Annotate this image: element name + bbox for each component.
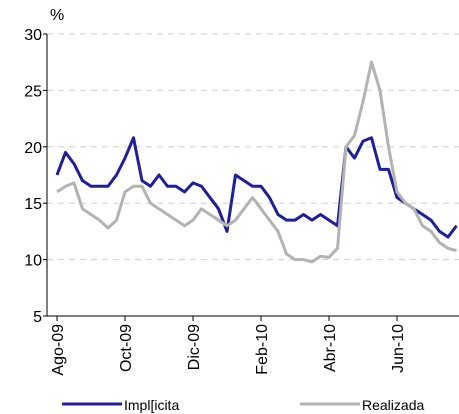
line-series xyxy=(55,136,458,239)
x-tick-label: Oct-09 xyxy=(118,324,135,372)
x-tick-label: Feb-10 xyxy=(254,324,271,375)
x-tick-label: Ago-09 xyxy=(50,324,67,376)
line-series xyxy=(56,60,457,264)
y-tick-label: 10 xyxy=(24,253,42,270)
x-tick-label: Dic-09 xyxy=(186,324,203,370)
x-tick-label: Abr-10 xyxy=(322,324,339,372)
x-tick-label: Jun-10 xyxy=(390,324,407,373)
y-tick-label: 30 xyxy=(24,27,42,44)
y-tick-label: 25 xyxy=(24,83,42,100)
legend-label: Impl[icita xyxy=(124,397,179,413)
y-tick-label: 5 xyxy=(33,309,42,326)
y-tick-label: 20 xyxy=(24,140,42,157)
legend-label: Realizada xyxy=(362,397,424,413)
y-tick-label: 15 xyxy=(24,196,42,213)
y-axis-label: % xyxy=(50,7,64,24)
